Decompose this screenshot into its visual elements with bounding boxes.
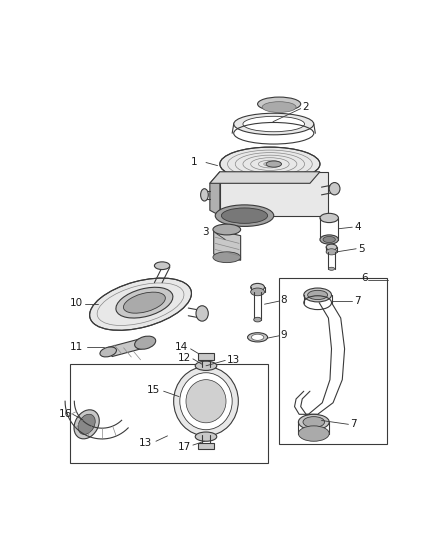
Ellipse shape	[328, 267, 335, 270]
Ellipse shape	[100, 347, 117, 357]
Text: 15: 15	[147, 385, 160, 395]
Ellipse shape	[213, 252, 240, 263]
Ellipse shape	[186, 379, 226, 423]
Ellipse shape	[213, 224, 240, 235]
Ellipse shape	[262, 102, 296, 112]
Text: 3: 3	[202, 227, 209, 237]
Ellipse shape	[215, 205, 274, 227]
Ellipse shape	[320, 235, 339, 244]
Ellipse shape	[221, 208, 268, 223]
Text: 14: 14	[175, 342, 188, 352]
Ellipse shape	[251, 284, 265, 291]
Text: 1: 1	[191, 157, 197, 167]
Ellipse shape	[251, 334, 264, 341]
Ellipse shape	[329, 182, 340, 195]
Ellipse shape	[155, 262, 170, 270]
Ellipse shape	[90, 278, 191, 330]
Bar	[198, 353, 214, 360]
Text: 4: 4	[355, 222, 361, 232]
Ellipse shape	[303, 417, 325, 427]
Ellipse shape	[326, 249, 337, 255]
Text: 9: 9	[281, 330, 287, 340]
Ellipse shape	[220, 147, 320, 181]
Text: 13: 13	[227, 354, 240, 365]
Ellipse shape	[326, 244, 337, 251]
Ellipse shape	[195, 361, 217, 370]
Text: 8: 8	[281, 295, 287, 305]
Ellipse shape	[323, 237, 336, 243]
Text: 12: 12	[177, 353, 191, 363]
Text: 13: 13	[139, 438, 152, 448]
Ellipse shape	[195, 432, 217, 441]
Text: 7: 7	[354, 296, 360, 306]
Ellipse shape	[116, 287, 173, 318]
Bar	[279, 278, 387, 443]
Ellipse shape	[320, 213, 339, 223]
Ellipse shape	[201, 189, 208, 201]
Ellipse shape	[254, 317, 261, 322]
Text: 17: 17	[177, 442, 191, 451]
Ellipse shape	[234, 113, 314, 135]
Ellipse shape	[74, 410, 99, 439]
Text: 7: 7	[350, 419, 357, 429]
Ellipse shape	[134, 336, 155, 349]
Ellipse shape	[266, 161, 282, 167]
Ellipse shape	[196, 306, 208, 321]
Text: 6: 6	[361, 273, 367, 283]
Bar	[70, 364, 268, 463]
Ellipse shape	[251, 288, 265, 296]
Text: 10: 10	[70, 298, 83, 309]
Polygon shape	[210, 172, 220, 216]
Text: 2: 2	[302, 102, 309, 112]
Ellipse shape	[258, 97, 301, 111]
Ellipse shape	[247, 333, 268, 342]
Polygon shape	[214, 230, 240, 260]
Polygon shape	[210, 172, 320, 183]
Ellipse shape	[304, 288, 332, 302]
Text: 5: 5	[358, 244, 365, 254]
Ellipse shape	[307, 290, 328, 300]
Text: 16: 16	[59, 408, 72, 418]
Ellipse shape	[173, 367, 238, 436]
Bar	[198, 443, 214, 449]
Ellipse shape	[78, 414, 95, 434]
Polygon shape	[220, 172, 328, 216]
Ellipse shape	[124, 292, 166, 313]
Ellipse shape	[298, 426, 329, 441]
Ellipse shape	[243, 116, 304, 132]
Polygon shape	[108, 338, 147, 357]
Text: 11: 11	[70, 342, 83, 352]
Ellipse shape	[180, 373, 232, 430]
Ellipse shape	[298, 414, 329, 430]
